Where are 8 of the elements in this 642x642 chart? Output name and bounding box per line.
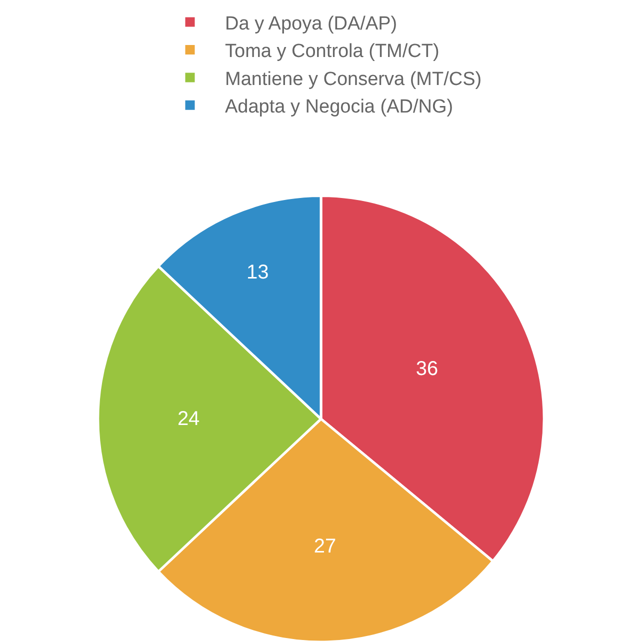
legend-label: Toma y Controla (TM/CT) [225, 41, 440, 62]
data-label: 27 [314, 535, 336, 558]
legend-label: Da y Apoya (DA/AP) [225, 13, 398, 34]
data-label: 13 [246, 261, 269, 284]
legend-label: Mantiene y Conserva (MT/CS) [225, 68, 482, 90]
legend-label: Adapta y Negocia (AD/NG) [225, 96, 454, 118]
data-label: 36 [416, 358, 438, 380]
data-label: 24 [177, 408, 200, 430]
